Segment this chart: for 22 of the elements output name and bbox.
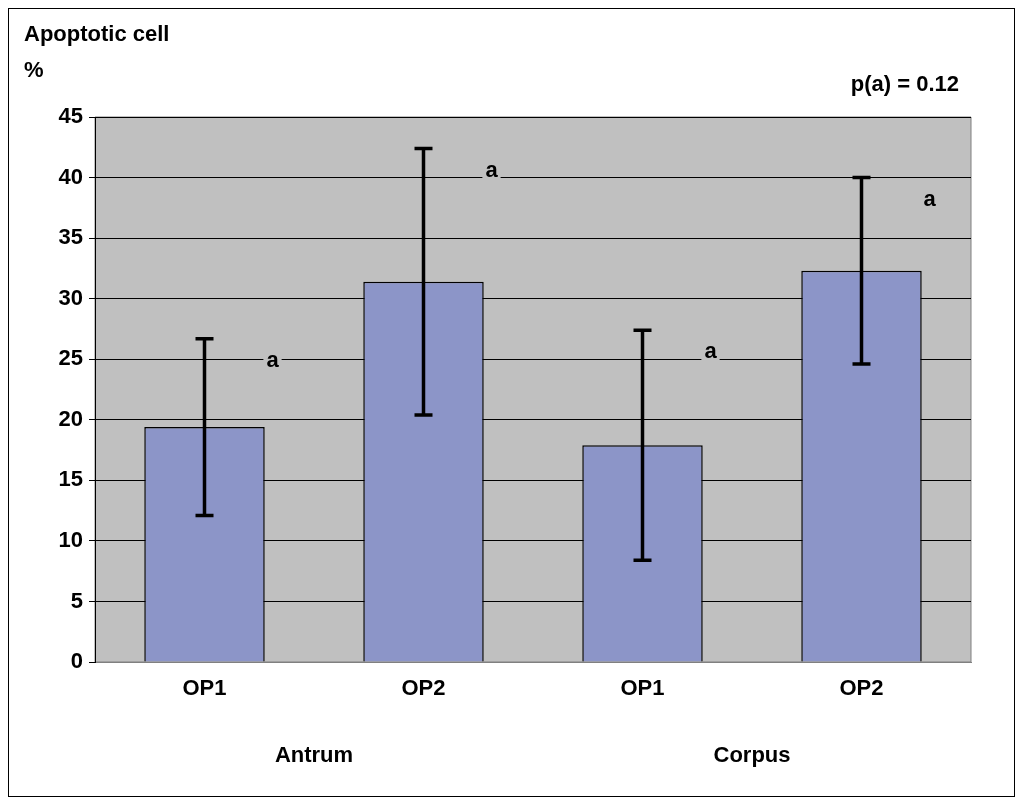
x-tick-label: OP2 xyxy=(839,675,884,701)
x-tick-label: OP1 xyxy=(620,675,665,701)
y-tick-label: 10 xyxy=(58,526,83,552)
x-tick-label: OP1 xyxy=(182,675,227,701)
annotation: a xyxy=(485,156,499,182)
y-tick-label: 40 xyxy=(58,163,83,189)
y-tick-label: 15 xyxy=(58,466,83,492)
y-tick-label: 20 xyxy=(58,405,83,431)
text: Antrum xyxy=(274,742,354,768)
y-tick-label: 25 xyxy=(58,345,83,371)
annotation: a xyxy=(266,346,280,372)
annotation: a xyxy=(704,338,718,364)
y-axis-title: Apoptotic cell % xyxy=(24,21,170,83)
y-tick-label: 0 xyxy=(70,648,83,674)
annotation: a xyxy=(923,185,937,211)
text: p(a) = 0.12 xyxy=(850,71,959,97)
x-tick-label: OP2 xyxy=(401,675,446,701)
y-tick-label: 5 xyxy=(70,587,83,613)
y-tick-label: 35 xyxy=(58,224,83,250)
y-tick-label: 45 xyxy=(58,103,83,129)
text: Corpus xyxy=(713,742,791,768)
y-tick-label: 30 xyxy=(58,284,83,310)
